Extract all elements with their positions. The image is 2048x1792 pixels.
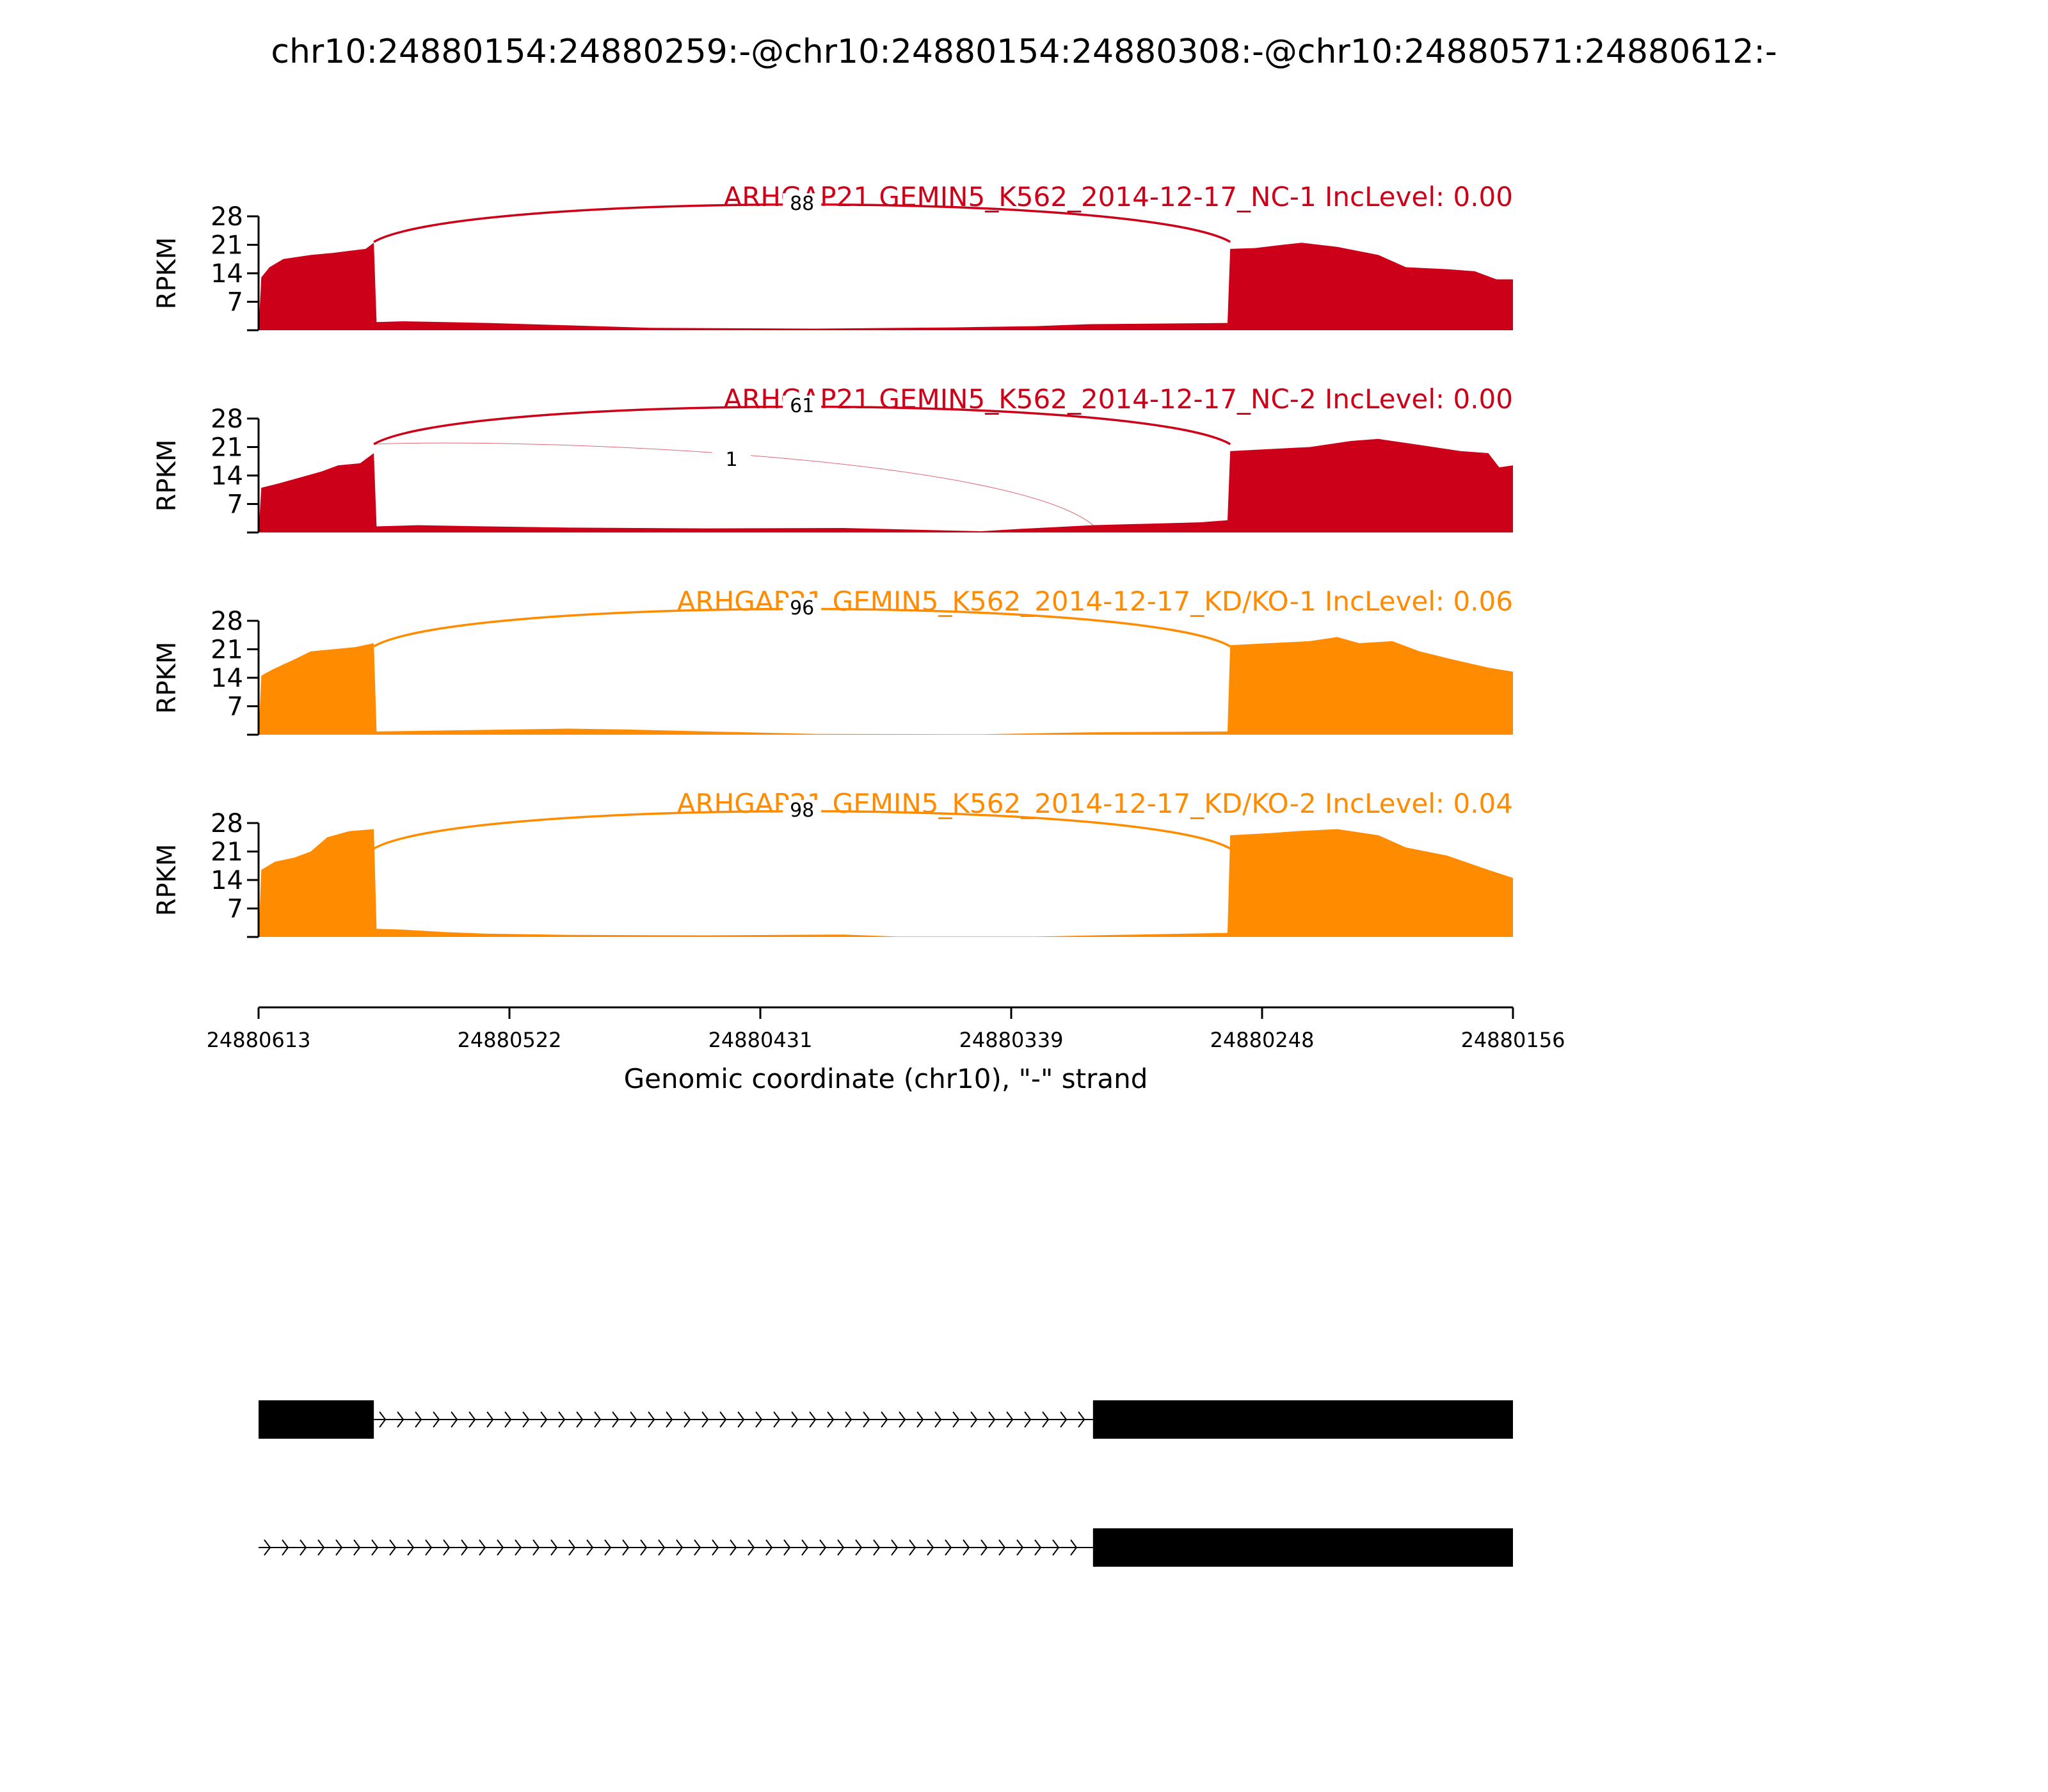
y-axis-label: RPKM <box>152 642 182 714</box>
x-tick-label: 24880156 <box>1461 1028 1565 1052</box>
y-axis-label: RPKM <box>152 440 182 512</box>
junction-arc-minor <box>374 442 1096 528</box>
figure-title: chr10:24880154:24880259:-@chr10:24880154… <box>271 33 1777 71</box>
y-axis-label: RPKM <box>152 844 182 916</box>
exon-block <box>1092 1528 1513 1567</box>
gene-model-1 <box>259 1400 1513 1439</box>
gene-models <box>259 1400 1513 1567</box>
y-tick-label: 28 <box>211 607 243 636</box>
y-tick-label: 28 <box>211 404 243 434</box>
y-tick-label: 7 <box>227 288 243 317</box>
x-tick-label: 24880431 <box>708 1028 813 1052</box>
y-tick-label: 14 <box>211 866 243 895</box>
strand-arrows <box>379 1411 1085 1428</box>
junction-label-bg <box>712 449 751 471</box>
junction-count-label: 88 <box>790 193 814 215</box>
x-tick-label: 24880522 <box>458 1028 562 1052</box>
junction-count-label: 61 <box>790 395 814 417</box>
coverage-area <box>259 829 1513 937</box>
strand-arrows <box>264 1539 1078 1556</box>
y-tick-label: 21 <box>211 433 243 463</box>
coverage-area <box>259 438 1513 532</box>
junction-label-bg <box>783 598 822 620</box>
y-tick-label: 14 <box>211 259 243 289</box>
y-tick-label: 7 <box>227 692 243 722</box>
coverage-area <box>259 243 1513 330</box>
x-tick-label: 24880248 <box>1210 1028 1315 1052</box>
y-tick-label: 14 <box>211 664 243 693</box>
x-ticks: 24880613 24880522 24880431 24880339 24880248… <box>207 1007 1565 1052</box>
coverage-area <box>259 637 1513 735</box>
exon-block <box>259 1400 374 1439</box>
y-axis-label: RPKM <box>152 237 182 310</box>
junction-count-label: 98 <box>790 799 814 822</box>
y-tick-label: 21 <box>211 838 243 867</box>
x-tick-label: 24880613 <box>207 1028 311 1052</box>
junction-count-label: 96 <box>790 597 814 620</box>
y-tick-label: 28 <box>211 202 243 232</box>
x-axis-label: Genomic coordinate (chr10), "-" strand <box>624 1063 1148 1094</box>
junction-label-bg <box>783 193 822 215</box>
junction-label-bg <box>783 800 822 822</box>
x-tick-label: 24880339 <box>959 1028 1064 1052</box>
exon-block <box>1092 1400 1513 1439</box>
y-tick-label: 14 <box>211 461 243 491</box>
gene-model-2 <box>259 1528 1513 1567</box>
y-tick-label: 28 <box>211 809 243 838</box>
track-title: ARHGAP21 GEMIN5_K562_2014-12-17_NC-1 Inc… <box>724 181 1513 212</box>
genomic-x-axis: 24880613 24880522 24880431 24880339 24880248… <box>207 1006 1565 1094</box>
y-tick-label: 7 <box>227 490 243 520</box>
junction-count-label: 1 <box>725 449 737 471</box>
y-tick-label: 7 <box>227 895 243 924</box>
junction-label-bg <box>783 396 822 417</box>
track-title: ARHGAP21 GEMIN5_K562_2014-12-17_NC-2 Inc… <box>724 383 1513 415</box>
y-tick-label: 21 <box>211 231 243 260</box>
y-tick-label: 21 <box>211 636 243 665</box>
